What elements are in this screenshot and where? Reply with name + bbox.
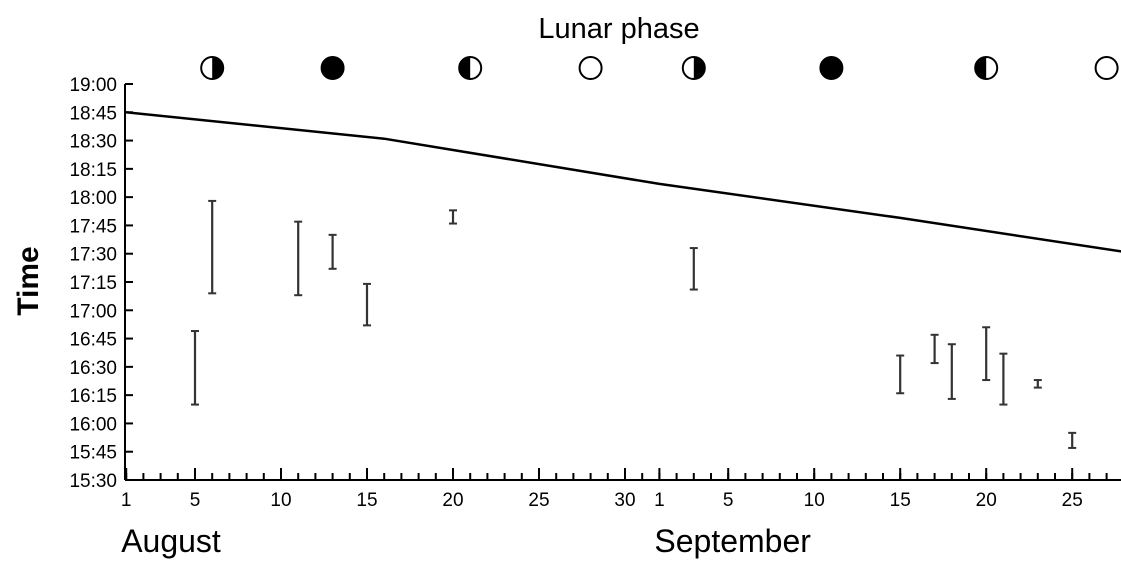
time-range-bar (1033, 379, 1042, 389)
time-range-bar (689, 247, 698, 291)
x-tick-label: 1 (654, 490, 665, 511)
sunset-line (126, 111, 1121, 253)
y-tick-label: 19:00 (69, 75, 117, 96)
month-label: August (121, 523, 221, 559)
waxing-quarter-icon (974, 56, 999, 80)
x-tick-label: 10 (804, 490, 825, 511)
y-tick-label: 15:30 (69, 471, 117, 492)
y-tick-label: 18:00 (69, 188, 117, 209)
y-tick-label: 16:00 (69, 414, 117, 435)
x-tick-label: 25 (1062, 490, 1083, 511)
axes (124, 84, 1121, 481)
y-axis-title: Time (12, 246, 45, 315)
time-range-bar (982, 326, 991, 382)
x-tick-label: 20 (976, 490, 997, 511)
x-tick-label: 5 (723, 490, 734, 511)
waning-quarter-icon (200, 56, 225, 80)
y-axis-ticks: 15:30 15:45 16:00 16:15 16:30 16:45 17:00 17:15… (69, 75, 133, 492)
time-range-bar (363, 282, 371, 327)
x-tick-label: 10 (270, 490, 291, 511)
x-tick-label: 5 (190, 490, 201, 511)
time-range-bar (1068, 431, 1077, 449)
x-tick-label: 15 (890, 490, 911, 511)
lunar-phase-row (200, 56, 1119, 80)
x-tick-label: 25 (528, 490, 549, 511)
y-tick-label: 15:45 (69, 443, 117, 464)
y-tick-label: 18:30 (69, 132, 117, 153)
time-range-bar (328, 233, 337, 270)
y-tick-label: 17:00 (69, 301, 117, 322)
time-range-bar (449, 209, 457, 225)
full-moon-icon (578, 56, 603, 80)
y-tick-label: 16:15 (69, 386, 117, 407)
time-range-bar (896, 354, 905, 395)
y-tick-label: 16:30 (69, 358, 117, 379)
waxing-quarter-icon (458, 56, 483, 80)
x-tick-label: 30 (614, 490, 635, 511)
x-axis-ticks: 1 5 10 15 20 25 30 1 5 10 15 20 25 (121, 468, 1108, 511)
new-moon-icon (819, 56, 844, 80)
time-range-bar (191, 330, 199, 406)
sunset-line-series (126, 111, 1121, 253)
time-range-series (191, 199, 1077, 449)
time-range-bar (947, 343, 956, 400)
y-tick-label: 17:15 (69, 273, 117, 294)
time-range-bar (930, 333, 939, 365)
month-labels: August September (121, 523, 811, 559)
month-label: September (654, 523, 811, 559)
new-moon-icon (320, 56, 345, 80)
waning-quarter-icon (681, 56, 706, 80)
y-tick-label: 17:45 (69, 216, 117, 237)
y-tick-label: 17:30 (69, 245, 117, 266)
time-range-bar (999, 352, 1008, 406)
lunar-phase-title: Lunar phase (538, 13, 699, 45)
y-tick-label: 16:45 (69, 330, 117, 351)
time-range-bar (208, 199, 217, 295)
x-tick-label: 1 (121, 490, 132, 511)
full-moon-icon (1094, 56, 1119, 80)
time-range-bar (294, 220, 303, 297)
x-tick-label: 20 (442, 490, 463, 511)
x-tick-label: 15 (356, 490, 377, 511)
y-tick-label: 18:15 (69, 160, 117, 181)
y-tick-label: 18:45 (69, 103, 117, 124)
